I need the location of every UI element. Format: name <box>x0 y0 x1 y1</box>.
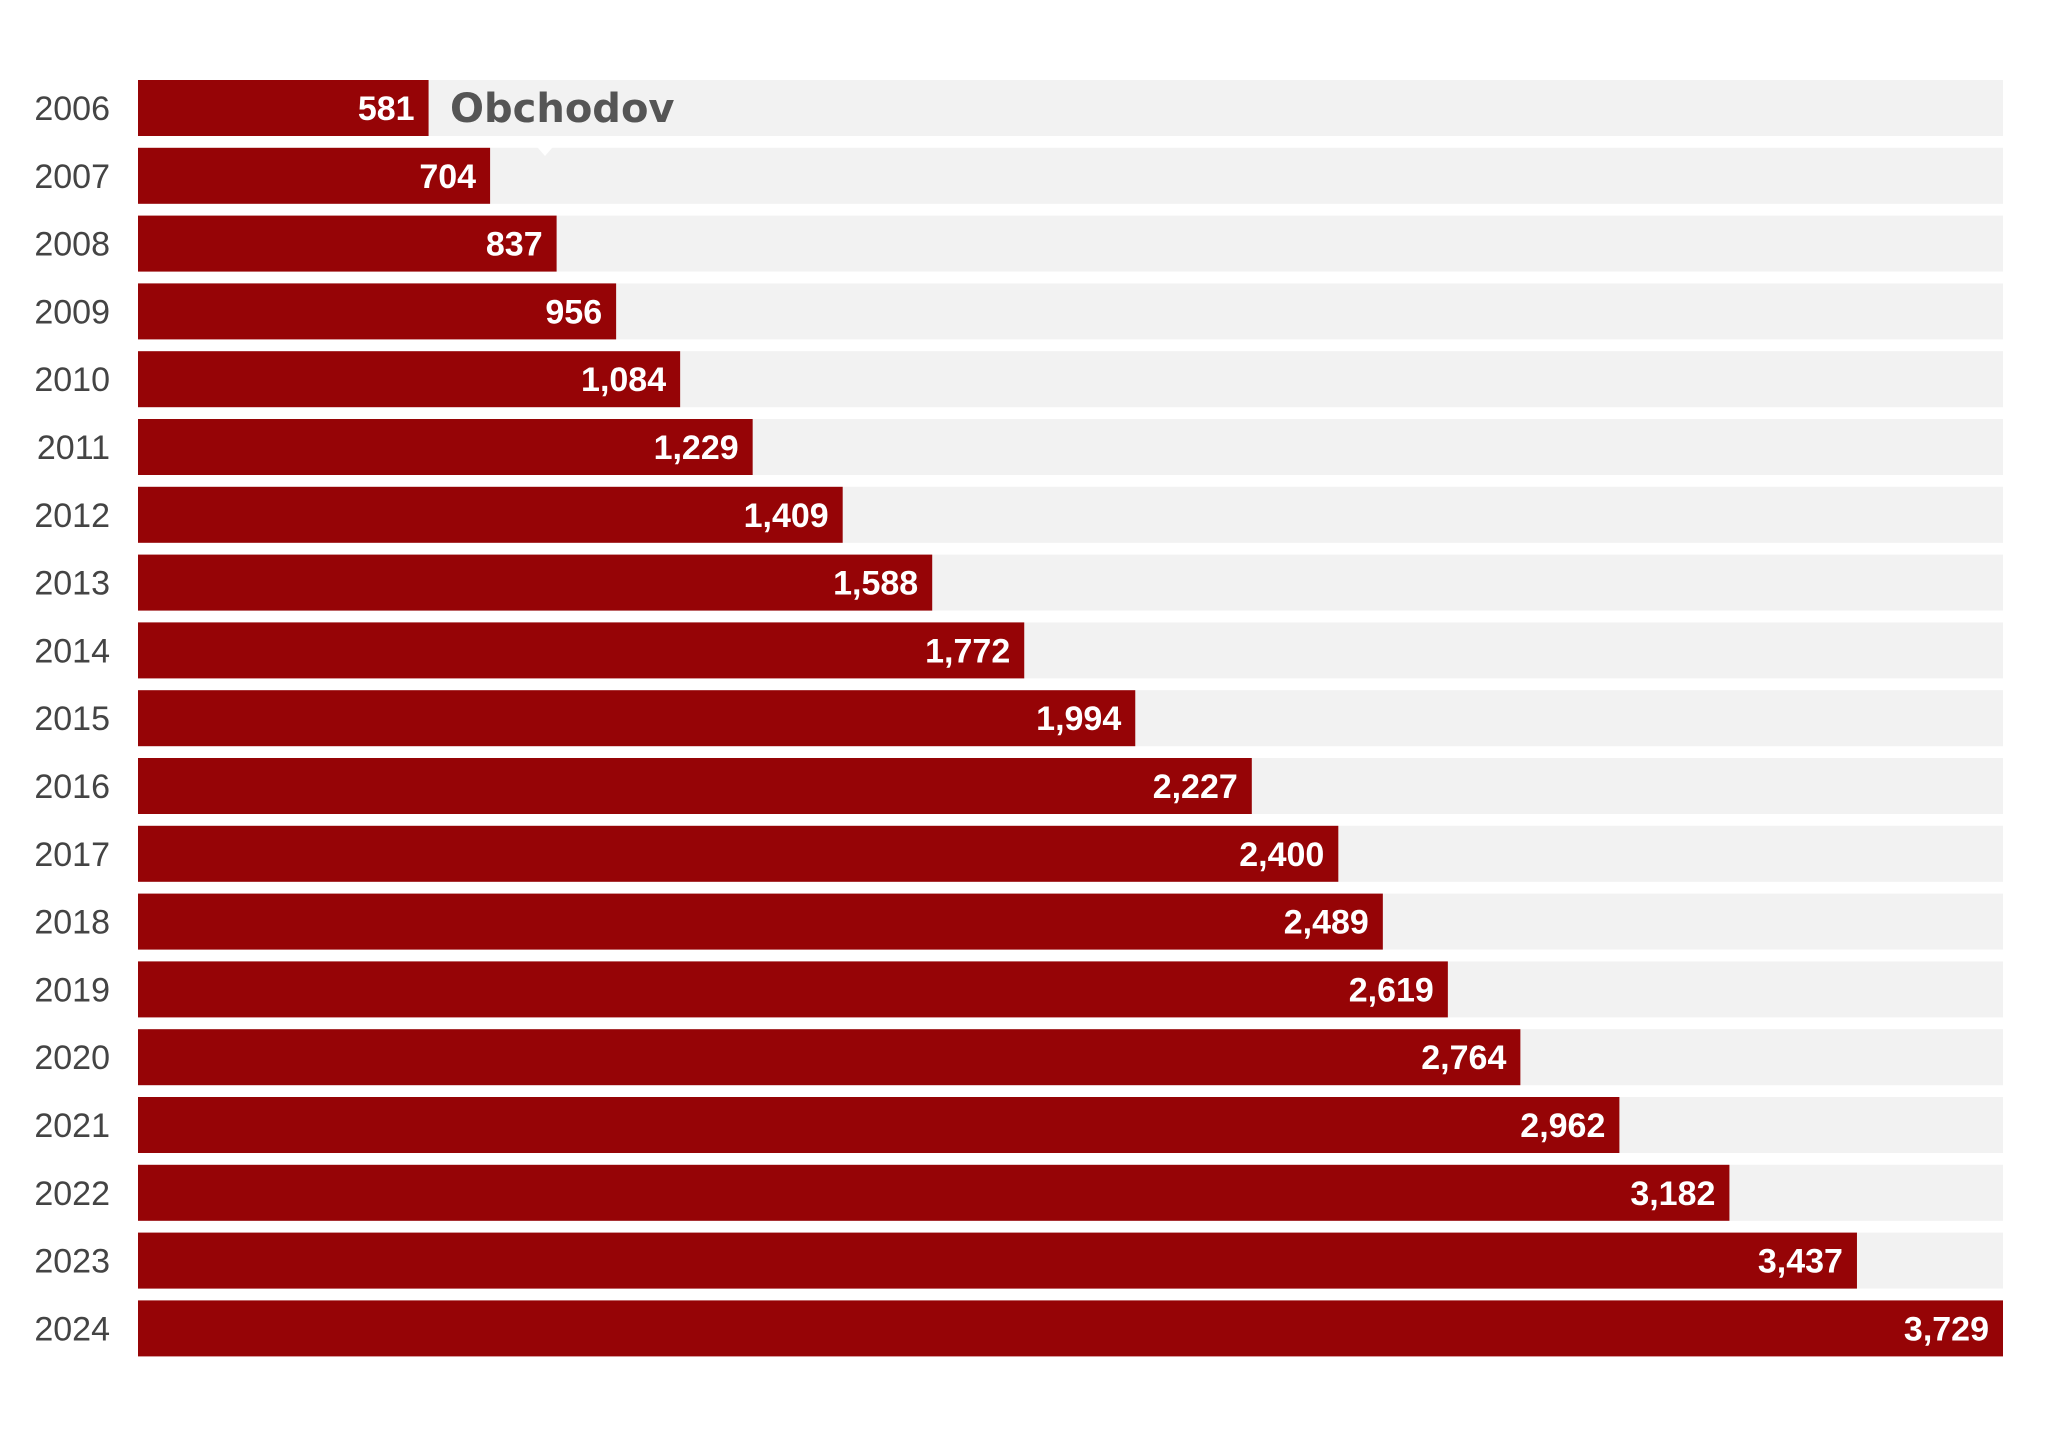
category-label-2007: 2007 <box>34 158 110 196</box>
category-label-2023: 2023 <box>34 1243 110 1281</box>
bar-2014 <box>138 622 1025 679</box>
bar-2011 <box>138 419 753 475</box>
category-label-2015: 2015 <box>34 700 110 738</box>
value-label-2007: 704 <box>419 158 476 196</box>
bar-2006 <box>138 80 429 136</box>
value-label-2012: 1,409 <box>744 497 829 535</box>
value-label-2009: 956 <box>545 293 602 331</box>
value-label-2013: 1,588 <box>833 565 918 603</box>
annotation-group: Obchodov <box>450 86 675 156</box>
annotation-label: Obchodov <box>450 86 675 132</box>
bar-2007 <box>138 147 491 204</box>
category-label-2017: 2017 <box>34 836 110 874</box>
value-label-2018: 2,489 <box>1284 904 1369 942</box>
bar-2019 <box>138 961 1448 1018</box>
category-label-2021: 2021 <box>34 1107 110 1145</box>
bar-2021 <box>138 1097 1620 1153</box>
value-label-2015: 1,994 <box>1036 700 1121 738</box>
bar-track-2006 <box>138 80 2003 136</box>
category-label-2024: 2024 <box>34 1310 110 1348</box>
bar-2020 <box>138 1029 1521 1086</box>
value-label-2020: 2,764 <box>1421 1039 1506 1077</box>
value-label-2008: 837 <box>486 226 543 264</box>
category-label-2020: 2020 <box>34 1039 110 1077</box>
value-label-2024: 3,729 <box>1904 1310 1989 1348</box>
value-label-2014: 1,772 <box>925 632 1010 670</box>
bar-2012 <box>138 486 843 543</box>
category-label-2012: 2012 <box>34 497 110 535</box>
category-label-2014: 2014 <box>34 632 110 670</box>
category-label-2013: 2013 <box>34 565 110 603</box>
category-label-2009: 2009 <box>34 293 110 331</box>
bar-2022 <box>138 1164 1730 1221</box>
value-label-2019: 2,619 <box>1349 971 1434 1009</box>
annotation-pointer <box>531 140 559 156</box>
value-label-2010: 1,084 <box>581 361 666 399</box>
bar-2018 <box>138 893 1383 950</box>
bar-2024 <box>138 1300 2003 1357</box>
category-label-2010: 2010 <box>34 361 110 399</box>
value-label-2023: 3,437 <box>1758 1243 1843 1281</box>
category-label-2022: 2022 <box>34 1175 110 1213</box>
bar-2017 <box>138 825 1339 882</box>
category-label-2011: 2011 <box>37 429 110 467</box>
bars <box>138 80 2003 1357</box>
value-label-2017: 2,400 <box>1239 836 1324 874</box>
bar-2016 <box>138 758 1252 814</box>
category-label-2008: 2008 <box>34 226 110 264</box>
bar-2010 <box>138 351 681 408</box>
bar-2008 <box>138 215 557 272</box>
category-label-2016: 2016 <box>34 768 110 806</box>
value-label-2016: 2,227 <box>1153 768 1238 806</box>
bar-2023 <box>138 1232 1857 1289</box>
bar-2009 <box>138 283 617 340</box>
bar-2013 <box>138 554 933 611</box>
value-label-2006: 581 <box>358 90 415 128</box>
category-labels: 2006 2007 2008 2009 2010 2011 2012 2013 2014 2015… <box>34 90 110 1348</box>
category-label-2018: 2018 <box>34 904 110 942</box>
category-label-2019: 2019 <box>34 971 110 1009</box>
value-label-2022: 3,182 <box>1630 1175 1715 1213</box>
value-label-2011: 1,229 <box>654 429 739 467</box>
bar-2015 <box>138 690 1136 747</box>
category-label-2006: 2006 <box>34 90 110 128</box>
value-label-2021: 2,962 <box>1520 1107 1605 1145</box>
